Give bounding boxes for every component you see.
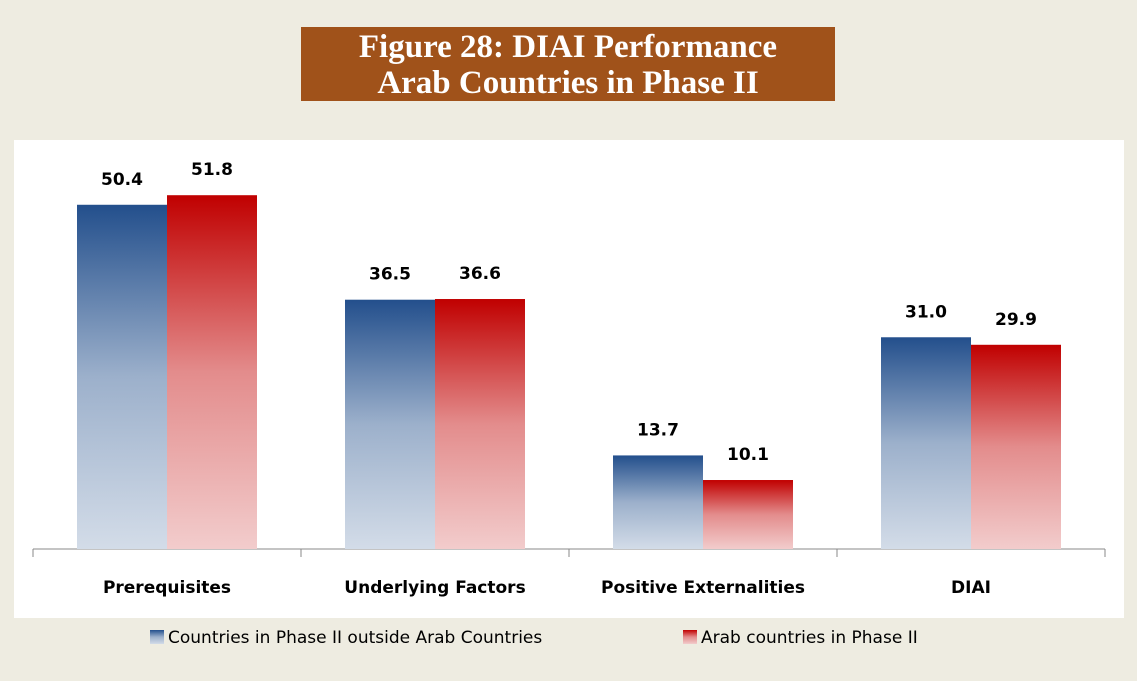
bar: [77, 204, 167, 549]
data-label: 29.9: [995, 310, 1037, 330]
bar: [167, 195, 257, 549]
legend-swatch: [150, 630, 164, 644]
chart-title: Figure 28: DIAI Performance Arab Countri…: [301, 27, 835, 101]
x-tick-label: Underlying Factors: [344, 578, 525, 598]
data-label: 36.5: [369, 265, 411, 285]
data-label: 50.4: [101, 170, 143, 190]
bar: [971, 344, 1061, 549]
data-label: 51.8: [191, 160, 233, 180]
data-label: 36.6: [459, 264, 501, 284]
bar: [345, 299, 435, 549]
data-label: 31.0: [905, 302, 947, 322]
bar: [881, 337, 971, 549]
bar: [613, 455, 703, 549]
legend-swatch: [683, 630, 697, 644]
bar: [435, 299, 525, 549]
bar: [703, 480, 793, 549]
legend-label: Countries in Phase II outside Arab Count…: [168, 628, 542, 648]
data-label: 10.1: [727, 445, 769, 465]
x-tick-label: DIAI: [951, 578, 991, 598]
data-label: 13.7: [637, 420, 679, 440]
legend-label: Arab countries in Phase II: [701, 628, 918, 648]
x-tick-label: Positive Externalities: [601, 578, 805, 598]
x-tick-label: Prerequisites: [103, 578, 231, 598]
